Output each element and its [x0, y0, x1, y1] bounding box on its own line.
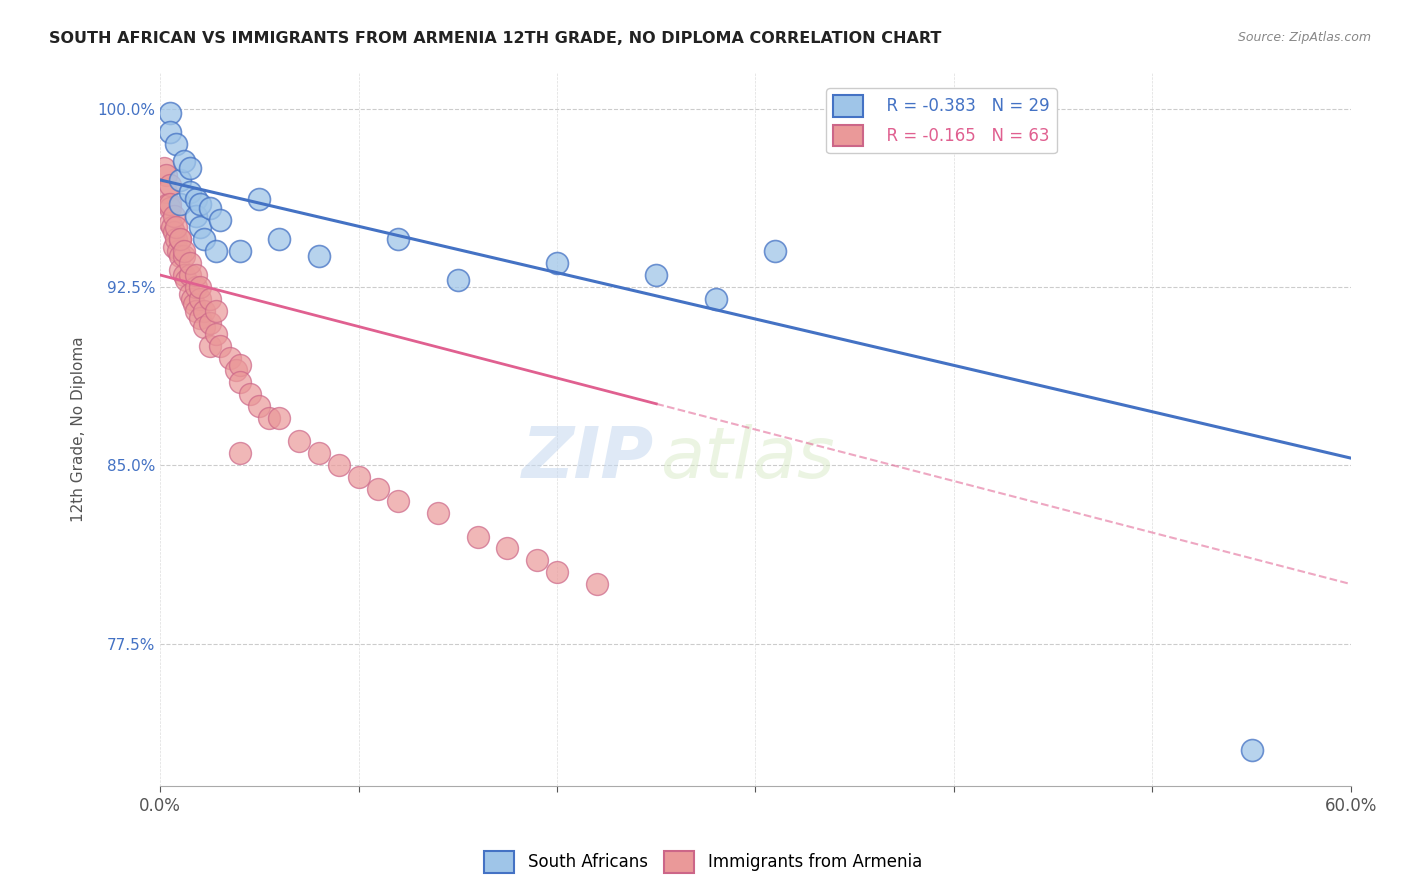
Point	[228, 446, 250, 460]
Y-axis label: 12th Grade, No Diploma: 12th Grade, No Diploma	[72, 337, 86, 523]
Point	[367, 482, 389, 496]
Text: ZIP: ZIP	[522, 424, 654, 492]
Point	[155, 168, 177, 182]
Point	[169, 232, 191, 246]
Point	[249, 399, 271, 413]
Text: Source: ZipAtlas.com: Source: ZipAtlas.com	[1237, 31, 1371, 45]
Point	[193, 303, 215, 318]
Point	[208, 339, 231, 353]
Point	[163, 225, 186, 239]
Point	[184, 209, 207, 223]
Point	[228, 375, 250, 389]
Point	[169, 263, 191, 277]
Point	[184, 303, 207, 318]
Point	[238, 387, 260, 401]
Point	[169, 173, 191, 187]
Point	[163, 239, 186, 253]
Point	[198, 316, 221, 330]
Point	[155, 185, 177, 199]
Point	[179, 287, 201, 301]
Point	[173, 244, 195, 259]
Point	[159, 106, 181, 120]
Point	[159, 178, 181, 192]
Point	[585, 577, 607, 591]
Point	[546, 565, 568, 579]
Text: atlas: atlas	[661, 424, 835, 492]
Point	[193, 232, 215, 246]
Point	[159, 196, 181, 211]
Point	[208, 213, 231, 227]
Point	[269, 410, 291, 425]
Point	[179, 268, 201, 282]
Point	[198, 339, 221, 353]
Point	[159, 216, 181, 230]
Point	[218, 351, 240, 366]
Point	[204, 244, 226, 259]
Point	[387, 232, 409, 246]
Point	[204, 327, 226, 342]
Point	[173, 153, 195, 168]
Point	[188, 220, 211, 235]
Point	[188, 280, 211, 294]
Point	[198, 292, 221, 306]
Point	[427, 506, 450, 520]
Point	[308, 249, 330, 263]
Point	[228, 244, 250, 259]
Point	[193, 320, 215, 334]
Point	[288, 434, 311, 449]
Point	[165, 220, 187, 235]
Point	[225, 363, 247, 377]
Point	[1240, 743, 1263, 757]
Point	[188, 292, 211, 306]
Point	[173, 249, 195, 263]
Point	[179, 161, 201, 175]
Point	[159, 202, 181, 216]
Legend: South Africans, Immigrants from Armenia: South Africans, Immigrants from Armenia	[478, 845, 928, 880]
Point	[184, 280, 207, 294]
Point	[526, 553, 548, 567]
Point	[546, 256, 568, 270]
Point	[308, 446, 330, 460]
Point	[188, 310, 211, 325]
Point	[181, 292, 204, 306]
Point	[447, 273, 470, 287]
Point	[183, 296, 205, 310]
Point	[157, 196, 180, 211]
Point	[188, 196, 211, 211]
Point	[645, 268, 668, 282]
Legend:   R = -0.383   N = 29,   R = -0.165   N = 63: R = -0.383 N = 29, R = -0.165 N = 63	[827, 88, 1057, 153]
Point	[160, 220, 183, 235]
Point	[169, 196, 191, 211]
Point	[159, 125, 181, 139]
Point	[387, 494, 409, 508]
Point	[163, 209, 186, 223]
Point	[269, 232, 291, 246]
Point	[184, 268, 207, 282]
Point	[204, 303, 226, 318]
Point	[259, 410, 281, 425]
Text: SOUTH AFRICAN VS IMMIGRANTS FROM ARMENIA 12TH GRADE, NO DIPLOMA CORRELATION CHAR: SOUTH AFRICAN VS IMMIGRANTS FROM ARMENIA…	[49, 31, 942, 46]
Point	[347, 470, 370, 484]
Point	[179, 256, 201, 270]
Point	[153, 161, 176, 175]
Point	[184, 192, 207, 206]
Point	[467, 529, 489, 543]
Point	[165, 232, 187, 246]
Point	[198, 202, 221, 216]
Point	[167, 244, 190, 259]
Point	[249, 192, 271, 206]
Point	[496, 541, 519, 556]
Point	[328, 458, 350, 473]
Point	[704, 292, 727, 306]
Point	[169, 249, 191, 263]
Point	[174, 273, 197, 287]
Point	[173, 268, 195, 282]
Point	[763, 244, 786, 259]
Point	[228, 359, 250, 373]
Point	[179, 185, 201, 199]
Point	[169, 232, 191, 246]
Point	[165, 137, 187, 152]
